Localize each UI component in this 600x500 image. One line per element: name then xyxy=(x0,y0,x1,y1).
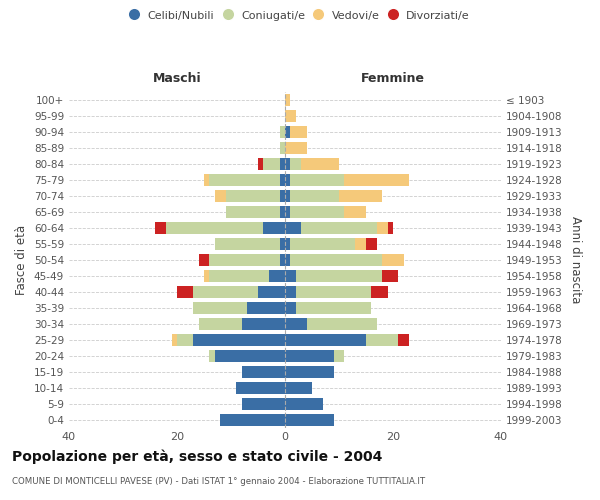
Bar xyxy=(285,94,290,106)
Bar xyxy=(280,158,285,170)
Bar xyxy=(280,126,285,138)
Bar xyxy=(280,238,285,250)
Bar xyxy=(382,270,398,282)
Bar xyxy=(209,254,280,266)
Bar xyxy=(290,206,344,218)
Bar xyxy=(285,158,290,170)
Bar xyxy=(215,238,280,250)
Bar xyxy=(301,158,339,170)
Bar xyxy=(155,222,166,234)
Bar xyxy=(258,158,263,170)
Bar xyxy=(398,334,409,345)
Bar xyxy=(280,190,285,202)
Bar xyxy=(296,302,371,314)
Bar xyxy=(199,254,209,266)
Bar xyxy=(301,222,377,234)
Y-axis label: Fasce di età: Fasce di età xyxy=(16,225,28,295)
Bar xyxy=(193,286,258,298)
Bar xyxy=(280,142,285,154)
Bar xyxy=(285,206,290,218)
Bar xyxy=(285,318,307,330)
Bar xyxy=(242,398,285,409)
Bar xyxy=(290,174,344,186)
Bar xyxy=(177,334,193,345)
Text: Maschi: Maschi xyxy=(152,72,202,85)
Bar xyxy=(382,254,404,266)
Bar xyxy=(285,238,290,250)
Bar xyxy=(285,270,296,282)
Bar xyxy=(263,158,280,170)
Text: Popolazione per età, sesso e stato civile - 2004: Popolazione per età, sesso e stato civil… xyxy=(12,450,382,464)
Bar xyxy=(280,174,285,186)
Bar xyxy=(285,142,307,154)
Bar xyxy=(172,334,177,345)
Bar xyxy=(220,414,285,426)
Bar xyxy=(344,206,366,218)
Bar xyxy=(177,286,193,298)
Bar xyxy=(247,302,285,314)
Bar xyxy=(285,190,290,202)
Bar xyxy=(280,206,285,218)
Bar xyxy=(285,302,296,314)
Bar xyxy=(377,222,388,234)
Y-axis label: Anni di nascita: Anni di nascita xyxy=(569,216,582,304)
Bar xyxy=(366,238,377,250)
Bar xyxy=(344,174,409,186)
Bar xyxy=(236,382,285,394)
Bar xyxy=(285,414,334,426)
Bar xyxy=(204,174,209,186)
Bar xyxy=(285,222,301,234)
Bar xyxy=(280,254,285,266)
Legend: Celibi/Nubili, Coniugati/e, Vedovi/e, Divorziati/e: Celibi/Nubili, Coniugati/e, Vedovi/e, Di… xyxy=(125,6,475,25)
Bar xyxy=(204,270,209,282)
Bar xyxy=(285,126,290,138)
Bar xyxy=(285,254,290,266)
Bar xyxy=(193,302,247,314)
Bar xyxy=(339,190,382,202)
Bar xyxy=(242,318,285,330)
Bar xyxy=(290,126,307,138)
Text: Femmine: Femmine xyxy=(361,72,425,85)
Bar xyxy=(290,158,301,170)
Bar xyxy=(290,254,382,266)
Bar xyxy=(334,350,344,362)
Bar xyxy=(263,222,285,234)
Bar xyxy=(209,270,269,282)
Bar xyxy=(371,286,388,298)
Bar xyxy=(388,222,393,234)
Bar xyxy=(199,318,242,330)
Bar xyxy=(285,286,296,298)
Bar xyxy=(215,350,285,362)
Bar xyxy=(242,366,285,378)
Bar xyxy=(355,238,366,250)
Bar xyxy=(226,190,280,202)
Bar xyxy=(285,350,334,362)
Bar xyxy=(166,222,263,234)
Bar xyxy=(285,174,290,186)
Bar xyxy=(290,238,355,250)
Bar xyxy=(307,318,377,330)
Bar xyxy=(193,334,285,345)
Bar xyxy=(209,350,215,362)
Bar xyxy=(258,286,285,298)
Bar xyxy=(226,206,280,218)
Bar xyxy=(269,270,285,282)
Bar xyxy=(285,382,312,394)
Bar xyxy=(285,334,366,345)
Bar xyxy=(285,366,334,378)
Bar xyxy=(290,190,339,202)
Bar xyxy=(296,286,371,298)
Text: COMUNE DI MONTICELLI PAVESE (PV) - Dati ISTAT 1° gennaio 2004 - Elaborazione TUT: COMUNE DI MONTICELLI PAVESE (PV) - Dati … xyxy=(12,478,425,486)
Bar xyxy=(209,174,280,186)
Bar xyxy=(285,110,296,122)
Bar xyxy=(366,334,398,345)
Bar xyxy=(285,398,323,409)
Bar xyxy=(215,190,226,202)
Bar xyxy=(296,270,382,282)
